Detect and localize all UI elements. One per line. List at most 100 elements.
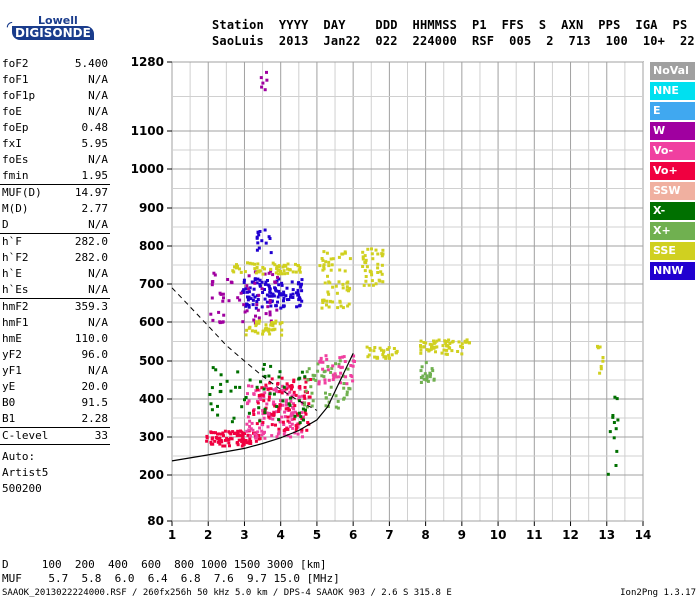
echo-point [254, 436, 258, 440]
echo-point [292, 417, 296, 421]
echo-point [301, 407, 305, 411]
echo-point [291, 411, 295, 415]
echo-point [329, 257, 333, 261]
param-label: h`F2 [2, 251, 29, 264]
echo-point [255, 434, 259, 438]
echo-point [307, 367, 311, 371]
echo-point [245, 441, 249, 445]
footer-file-info: SAAOK_2013022224000.RSF / 260fx256h 50 k… [2, 588, 452, 598]
echo-point [263, 391, 267, 395]
echo-point [294, 262, 297, 266]
echo-point [268, 381, 272, 385]
echo-point [382, 355, 386, 359]
echo-point [216, 404, 219, 408]
echo-point [428, 375, 432, 379]
echo-point [268, 313, 272, 317]
echo-point [305, 428, 309, 432]
echo-point [288, 421, 292, 425]
echo-point [377, 278, 381, 282]
echo-point [230, 420, 234, 424]
echo-point [219, 373, 223, 377]
y-tick-label: 200 [139, 468, 164, 482]
echo-point [612, 436, 616, 440]
echo-point [256, 277, 260, 281]
echo-point [280, 321, 284, 325]
echo-point [268, 299, 272, 302]
echo-point [420, 365, 424, 369]
echo-point [237, 434, 241, 437]
echo-point [255, 300, 259, 303]
echo-point [246, 392, 249, 396]
echo-point [275, 405, 279, 408]
echo-point [606, 472, 610, 476]
logo-lowell-text: Lowell [38, 14, 78, 27]
echo-point [270, 321, 274, 324]
echo-point [248, 286, 252, 290]
echo-point [267, 374, 271, 378]
echo-point [442, 348, 446, 352]
echo-point [248, 437, 252, 441]
echo-point [443, 339, 447, 343]
echo-point [289, 399, 293, 403]
echo-point [601, 356, 605, 359]
echo-point [280, 272, 284, 276]
echo-point [217, 432, 221, 436]
echo-point [297, 395, 301, 399]
echo-point [214, 431, 217, 435]
echo-point [330, 263, 334, 267]
echo-point [263, 328, 267, 332]
echo-point [266, 425, 270, 429]
echo-point [342, 355, 346, 359]
echo-point [255, 385, 259, 389]
echo-point [258, 419, 262, 423]
echo-point [280, 333, 284, 337]
echo-point [243, 270, 247, 274]
echo-point [327, 292, 331, 296]
echo-point [317, 380, 321, 384]
param-value: N/A [88, 153, 108, 166]
echo-point [246, 298, 250, 302]
echo-point [457, 340, 461, 344]
echo-point [274, 288, 278, 292]
echo-point [211, 442, 215, 446]
echo-point [259, 76, 263, 80]
echo-point [250, 329, 254, 333]
echo-point [306, 378, 310, 382]
echo-point [280, 376, 284, 380]
echo-point [368, 269, 372, 273]
echo-point [242, 278, 246, 282]
echo-point [246, 295, 249, 299]
echo-point [445, 352, 449, 356]
echo-point [267, 235, 271, 239]
echo-point [284, 407, 288, 411]
echo-point [308, 395, 312, 399]
echo-point [257, 321, 261, 325]
echo-point [345, 390, 349, 394]
echo-point [265, 402, 269, 406]
echo-point [247, 411, 251, 415]
echo-point [213, 273, 217, 277]
echo-point [260, 423, 264, 427]
echo-point [249, 427, 253, 431]
echo-point [309, 378, 312, 381]
echo-point [242, 288, 246, 292]
echo-point [261, 332, 265, 336]
echo-point [260, 239, 264, 243]
param-row: C-level 33 [0, 427, 110, 444]
echo-point [424, 378, 428, 382]
echo-point [267, 398, 271, 402]
param-label: B1 [2, 412, 16, 425]
echo-point [264, 312, 268, 316]
echo-point [286, 267, 290, 271]
echo-point [381, 353, 385, 357]
echo-point [268, 411, 271, 415]
param-value: N/A [88, 283, 108, 296]
echo-point [294, 393, 298, 397]
x-tick-label: 14 [635, 528, 652, 542]
x-tick-label: 5 [313, 528, 321, 542]
echo-point [246, 401, 250, 405]
param-label: h`F [2, 235, 22, 248]
param-row: foE N/A [0, 104, 110, 120]
echo-point [258, 437, 262, 441]
header-row1-cell: FFS [501, 18, 524, 32]
